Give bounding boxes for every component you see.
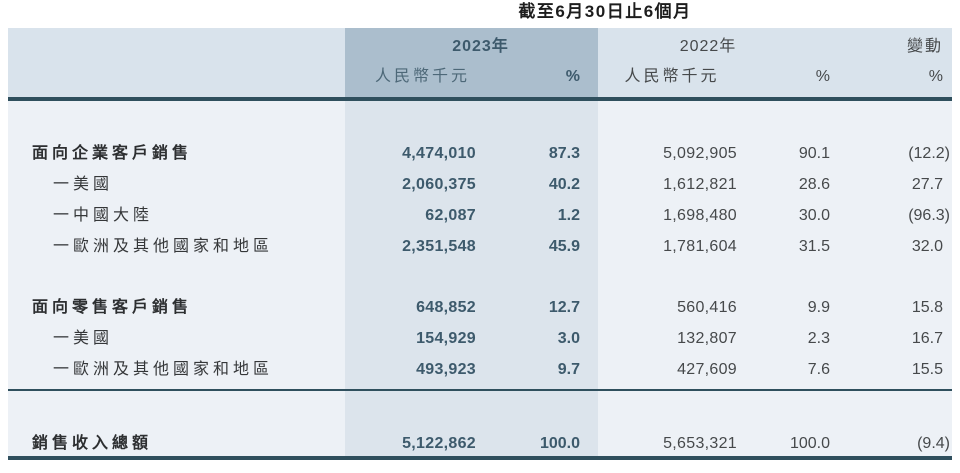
pct-2023: 87.3 bbox=[500, 138, 598, 169]
value-2022: 132,807 bbox=[677, 330, 737, 347]
pct-2023: 1.2 bbox=[500, 200, 598, 231]
value-2023: 648,852 bbox=[345, 292, 500, 323]
pct-2023: 12.7 bbox=[500, 292, 598, 323]
subtotal-rule bbox=[8, 389, 952, 391]
row-label: 一歐洲及其他國家和地區 bbox=[53, 361, 274, 378]
header-rule bbox=[8, 97, 952, 101]
change-pct: 16.7 bbox=[911, 330, 943, 347]
change-pct: (12.2) bbox=[908, 145, 950, 162]
header-change-pct: % bbox=[928, 68, 943, 85]
pct-2022: 90.1 bbox=[798, 145, 830, 162]
header-unit-row: 人民幣千元 % 人民幣千元 % % bbox=[8, 60, 952, 97]
value-2022: 5,092,905 bbox=[663, 145, 737, 162]
header-pct-2023: % bbox=[500, 60, 598, 97]
header-spacer bbox=[8, 28, 345, 60]
row-label: 一美國 bbox=[53, 176, 114, 193]
value-2023: 2,060,375 bbox=[345, 169, 500, 200]
table-row-enterprise-us: 一美國 2,060,375 40.2 1,612,821 28.6 27.7 bbox=[8, 169, 952, 200]
total-row: 銷售收入總額 5,122,862 100.0 5,653,321 100.0 (… bbox=[8, 391, 952, 456]
header-rmb-thousand-2022: 人民幣千元 bbox=[624, 68, 720, 85]
total-label: 銷售收入總額 bbox=[32, 435, 153, 452]
pct-2022: 31.5 bbox=[798, 238, 830, 255]
pct-2023: 45.9 bbox=[500, 231, 598, 262]
bottom-rule bbox=[8, 456, 952, 460]
header-rmb-thousand-2023: 人民幣千元 bbox=[345, 60, 500, 97]
total-pct-2022: 100.0 bbox=[789, 435, 830, 452]
spacer-row bbox=[8, 385, 952, 389]
table-body: 面向企業客戶銷售 4,474,010 87.3 5,092,905 90.1 (… bbox=[8, 101, 952, 389]
pct-2022: 9.9 bbox=[807, 299, 830, 316]
total-section: 銷售收入總額 5,122,862 100.0 5,653,321 100.0 (… bbox=[8, 391, 952, 456]
table-row-retail-us: 一美國 154,929 3.0 132,807 2.3 16.7 bbox=[8, 323, 952, 354]
value-2023: 62,087 bbox=[345, 200, 500, 231]
change-pct: 27.7 bbox=[911, 176, 943, 193]
value-2023: 4,474,010 bbox=[345, 138, 500, 169]
header-pct-2022: % bbox=[815, 68, 830, 85]
pct-2023: 3.0 bbox=[500, 323, 598, 354]
pct-2022: 2.3 bbox=[807, 330, 830, 347]
header-year-row: 2023年 2022年 變動 bbox=[8, 28, 952, 60]
row-label: 面向零售客戶銷售 bbox=[32, 299, 193, 316]
change-pct: (96.3) bbox=[908, 207, 950, 224]
row-label: 一歐洲及其他國家和地區 bbox=[53, 238, 274, 255]
value-2022: 427,609 bbox=[677, 361, 737, 378]
table-row-enterprise-sales: 面向企業客戶銷售 4,474,010 87.3 5,092,905 90.1 (… bbox=[8, 138, 952, 169]
value-2023: 2,351,548 bbox=[345, 231, 500, 262]
spacer-row bbox=[8, 101, 952, 138]
pct-2022: 7.6 bbox=[807, 361, 830, 378]
header-spacer bbox=[8, 60, 345, 97]
value-2022: 1,698,480 bbox=[663, 207, 737, 224]
table-row-enterprise-europe: 一歐洲及其他國家和地區 2,351,548 45.9 1,781,604 31.… bbox=[8, 231, 952, 262]
value-2022: 560,416 bbox=[677, 299, 737, 316]
header-change-label: 變動 bbox=[906, 38, 943, 55]
pct-2023: 9.7 bbox=[500, 354, 598, 385]
spacer-row bbox=[8, 262, 952, 292]
row-label: 一美國 bbox=[53, 330, 114, 347]
table-header: 2023年 2022年 變動 人民幣千元 % 人民幣千元 % % bbox=[8, 28, 952, 97]
table-row-retail-europe: 一歐洲及其他國家和地區 493,923 9.7 427,609 7.6 15.5 bbox=[8, 354, 952, 385]
value-2023: 154,929 bbox=[345, 323, 500, 354]
row-label: 一中國大陸 bbox=[53, 207, 154, 224]
change-pct: 15.5 bbox=[911, 361, 943, 378]
value-2023: 493,923 bbox=[345, 354, 500, 385]
header-2022-year: 2022年 bbox=[679, 38, 737, 55]
value-2022: 1,781,604 bbox=[663, 238, 737, 255]
period-title: 截至6月30日止6個月 bbox=[518, 2, 692, 21]
pct-2023: 40.2 bbox=[500, 169, 598, 200]
pct-2022: 30.0 bbox=[798, 207, 830, 224]
table-row-retail-sales: 面向零售客戶銷售 648,852 12.7 560,416 9.9 15.8 bbox=[8, 292, 952, 323]
total-value-2023: 5,122,862 bbox=[345, 391, 500, 456]
value-2022: 1,612,821 bbox=[663, 176, 737, 193]
pct-2022: 28.6 bbox=[798, 176, 830, 193]
total-value-2022: 5,653,321 bbox=[663, 435, 737, 452]
change-pct: 15.8 bbox=[911, 299, 943, 316]
header-2023-year: 2023年 bbox=[345, 28, 598, 60]
table-row-enterprise-china: 一中國大陸 62,087 1.2 1,698,480 30.0 (96.3) bbox=[8, 200, 952, 231]
sales-breakdown-table: 2023年 2022年 變動 人民幣千元 % 人民幣千元 % % 面向企業客戶銷… bbox=[8, 28, 952, 460]
change-pct: 32.0 bbox=[911, 238, 943, 255]
total-change-pct: (9.4) bbox=[917, 435, 950, 452]
total-pct-2023: 100.0 bbox=[500, 391, 598, 456]
row-label: 面向企業客戶銷售 bbox=[32, 145, 193, 162]
